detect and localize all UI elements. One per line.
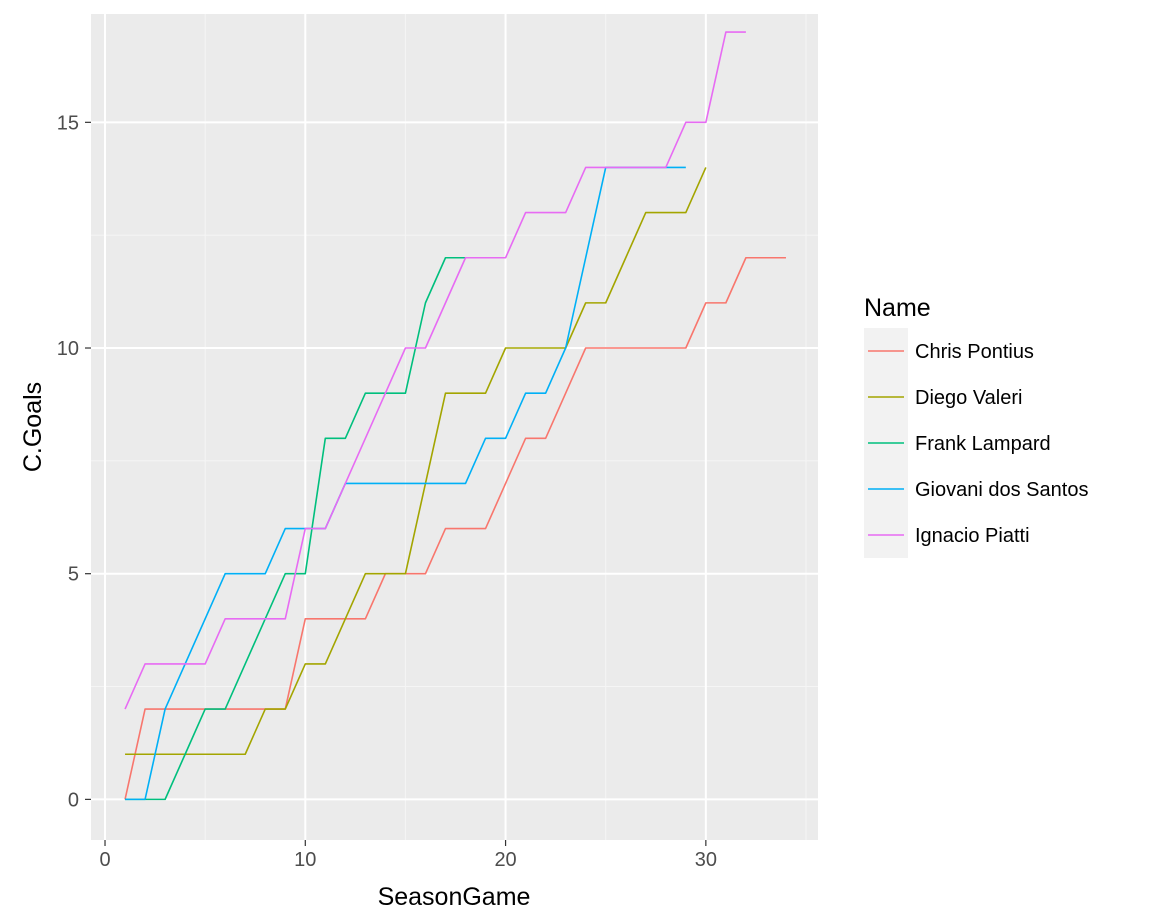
x-tick-label: 0 bbox=[99, 849, 110, 871]
minor-gridlines bbox=[91, 14, 818, 840]
y-axis-title: C.Goals bbox=[19, 382, 47, 472]
y-tick-label: 10 bbox=[57, 338, 79, 360]
series-line-4 bbox=[124, 31, 746, 710]
y-tick-label: 15 bbox=[57, 112, 79, 134]
x-axis: 0 10 20 30 bbox=[99, 840, 717, 871]
major-gridlines bbox=[91, 14, 818, 840]
legend-title: Name bbox=[864, 294, 931, 322]
series-line-3 bbox=[125, 166, 686, 801]
legend-label: Chris Pontius bbox=[915, 341, 1034, 363]
y-axis: 0 5 10 15 bbox=[57, 112, 91, 811]
plot-panel bbox=[91, 14, 818, 840]
y-tick-label: 5 bbox=[68, 564, 79, 586]
series-lines bbox=[124, 31, 786, 801]
x-tick-label: 10 bbox=[294, 849, 316, 871]
legend-label: Giovani dos Santos bbox=[915, 479, 1088, 501]
legend-label: Ignacio Piatti bbox=[915, 525, 1030, 547]
x-axis-title: SeasonGame bbox=[378, 883, 531, 911]
legend-label: Diego Valeri bbox=[915, 387, 1022, 409]
y-tick-label: 0 bbox=[68, 789, 79, 811]
series-line-0 bbox=[124, 256, 786, 800]
legend-label: Frank Lampard bbox=[915, 433, 1051, 455]
x-tick-label: 30 bbox=[695, 849, 717, 871]
x-tick-label: 20 bbox=[494, 849, 516, 871]
legend: Name Chris Pontius Diego Valeri Frank Lamp… bbox=[864, 294, 1088, 558]
series-line-1 bbox=[125, 167, 707, 756]
